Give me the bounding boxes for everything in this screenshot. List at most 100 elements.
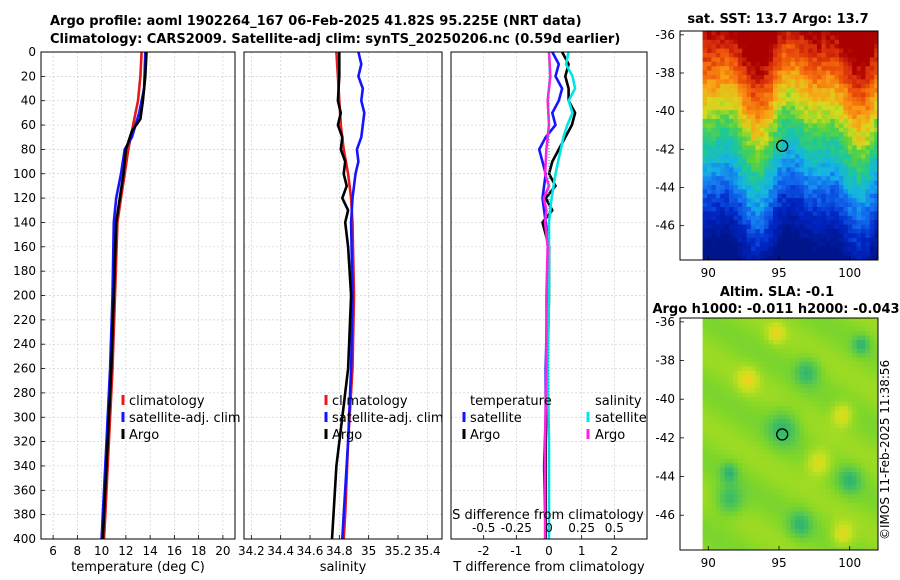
map-cell [852,322,857,328]
map-cell [843,132,849,137]
map-cell [755,259,761,260]
map-cell [720,198,725,203]
map-cell [715,542,721,548]
map-cell [834,101,840,107]
map-cell [861,136,866,142]
map-cell [768,92,774,98]
map-cell [847,401,853,407]
map-cell [852,375,857,380]
map-cell [746,163,752,168]
x-tick-label: 18 [191,544,206,558]
profile-panel-difference: -2 -1 0 1 2T difference from climatology-0.5… [450,51,648,575]
map-cell [729,215,734,221]
map-cell [733,318,739,323]
map-cell [755,70,761,76]
map-cell [847,322,853,328]
map-cell [803,145,809,151]
map-cell [764,57,769,63]
map-cell [711,171,717,177]
map-cell [737,145,743,151]
map-cell [817,154,822,159]
map-cell [861,119,866,124]
map-cell [856,463,862,468]
map-cell [768,180,774,186]
map-cell [751,348,756,354]
map-cell [786,31,791,36]
map-cell [707,149,712,155]
map-cell [821,331,827,336]
map-cell [795,344,800,350]
map-cell [786,101,791,107]
map-cell [764,436,769,442]
map-cell [751,502,756,508]
map-cell [707,538,712,543]
map-cell [799,224,805,230]
map-cell [843,485,849,490]
map-cell [799,366,805,372]
map-cell [768,436,774,442]
map-cell [777,163,783,168]
map-cell [724,432,730,438]
map-cell [834,520,840,526]
map-cell [751,61,756,67]
map-cell [869,224,875,230]
map-cell [852,35,857,41]
map-cell [839,533,844,539]
map-cell [707,255,712,260]
map-cell [869,463,875,468]
map-cell [720,524,725,530]
map-cell [821,163,827,168]
map-cell [786,480,791,486]
map-cell [707,211,712,217]
map-cell [720,61,725,67]
x-tick-label: 8 [74,544,82,558]
map-cell [746,340,752,345]
map-cell [737,39,743,45]
map-cell [808,57,813,63]
map-cell [790,215,796,221]
map-cell [720,401,725,407]
map-cell [817,516,822,521]
map-cell [856,489,862,495]
map-cell [733,259,739,260]
map-cell [830,533,835,539]
map-cell [808,35,813,41]
map-cell [834,472,840,477]
map-cell [720,158,725,164]
map-cell [843,167,849,173]
map-cell [711,233,717,239]
map-cell [707,83,712,89]
map-cell [707,401,712,407]
map-cell [817,35,822,41]
map-cell [861,357,866,363]
map-cell [715,401,721,407]
map-cell [777,97,783,102]
map-cell [755,419,761,424]
map-cell [746,480,752,486]
map-cell [825,432,831,438]
map-cell [817,454,822,460]
map-cell [803,39,809,45]
map-cell [852,406,857,411]
map-cell [702,450,708,455]
map-cell [755,110,761,115]
map-cell [711,436,717,442]
map-cell [861,406,866,411]
map-cell [711,136,717,142]
map-cell [755,450,761,455]
map-cell [803,546,809,550]
map-cell [759,57,765,63]
map-cell [825,511,831,517]
map-cell [812,237,818,243]
map-cell [768,401,774,407]
map-cell [715,507,721,512]
map-cell [702,445,708,451]
map-cell [768,467,774,473]
map-cell [768,546,774,550]
map-cell [861,193,866,199]
map-cell [764,511,769,517]
map-cell [724,75,730,80]
map-cell [799,331,805,336]
map-cell [786,171,791,177]
map-cell [817,533,822,539]
